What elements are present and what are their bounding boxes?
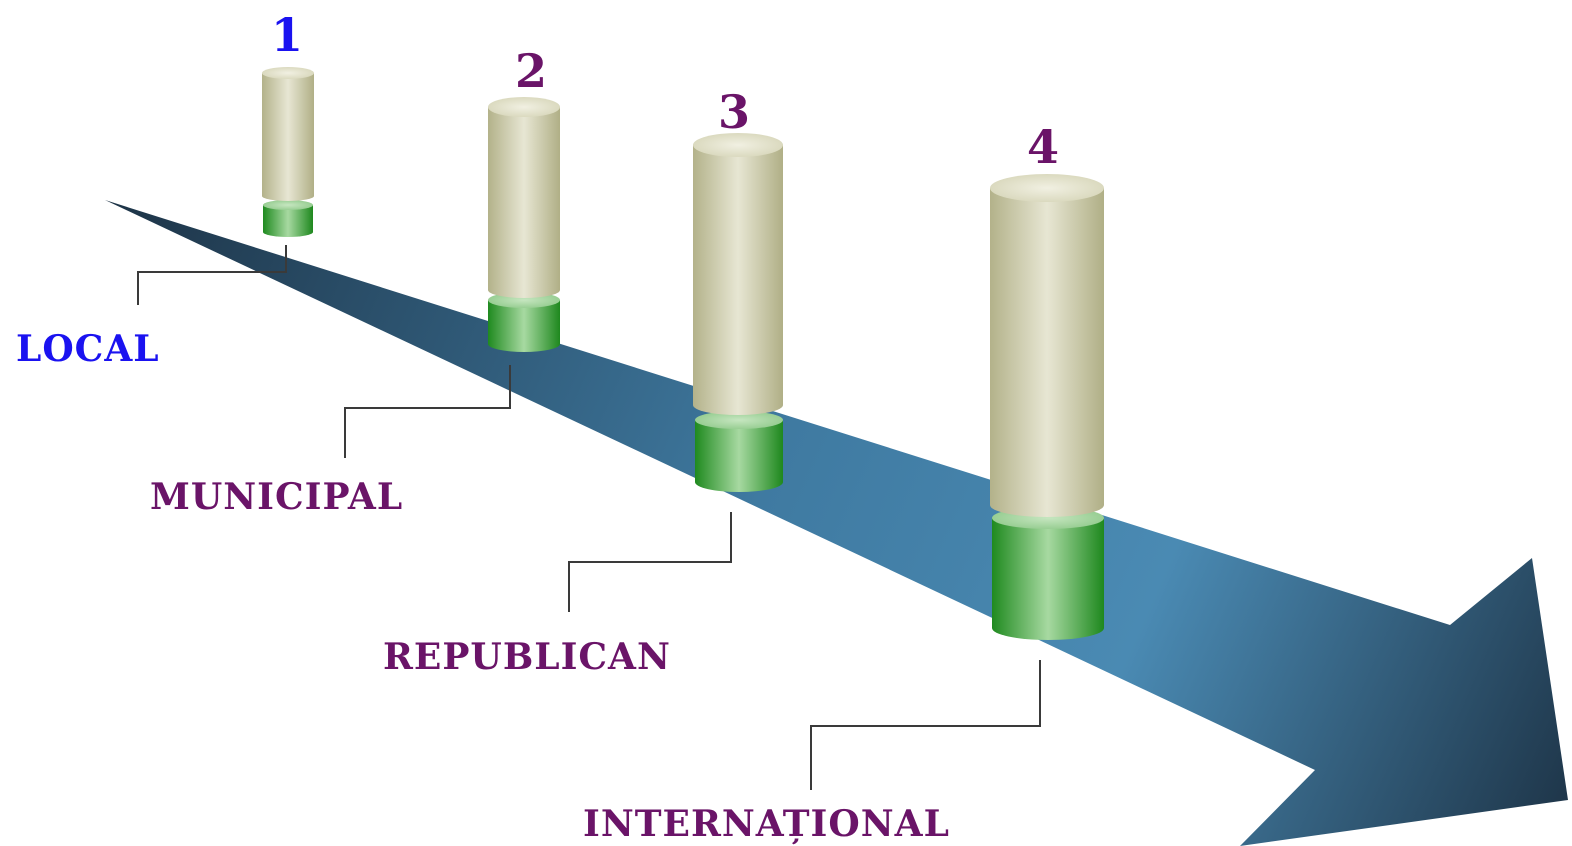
- level-4-label: INTERNAȚIONAL: [583, 803, 950, 845]
- cylinder-level-3: [693, 133, 783, 492]
- level-1-label: LOCAL: [16, 328, 160, 370]
- level-2-number: 2: [515, 44, 547, 98]
- level-3-number: 3: [718, 85, 750, 139]
- leader-line-municipal: [344, 365, 511, 458]
- level-3-label: REPUBLICAN: [383, 636, 671, 678]
- level-4-number: 4: [1027, 120, 1059, 174]
- leader-line-international: [810, 660, 1041, 790]
- cylinder-level-2: [488, 97, 560, 352]
- cylinder-level-4: [990, 174, 1104, 640]
- leader-line-local: [137, 245, 287, 305]
- leader-line-republican: [568, 512, 732, 612]
- level-1-number: 1: [271, 8, 303, 62]
- direction-arrow: [105, 200, 1568, 846]
- cylinder-level-1: [262, 67, 314, 237]
- level-2-label: MUNICIPAL: [150, 476, 403, 518]
